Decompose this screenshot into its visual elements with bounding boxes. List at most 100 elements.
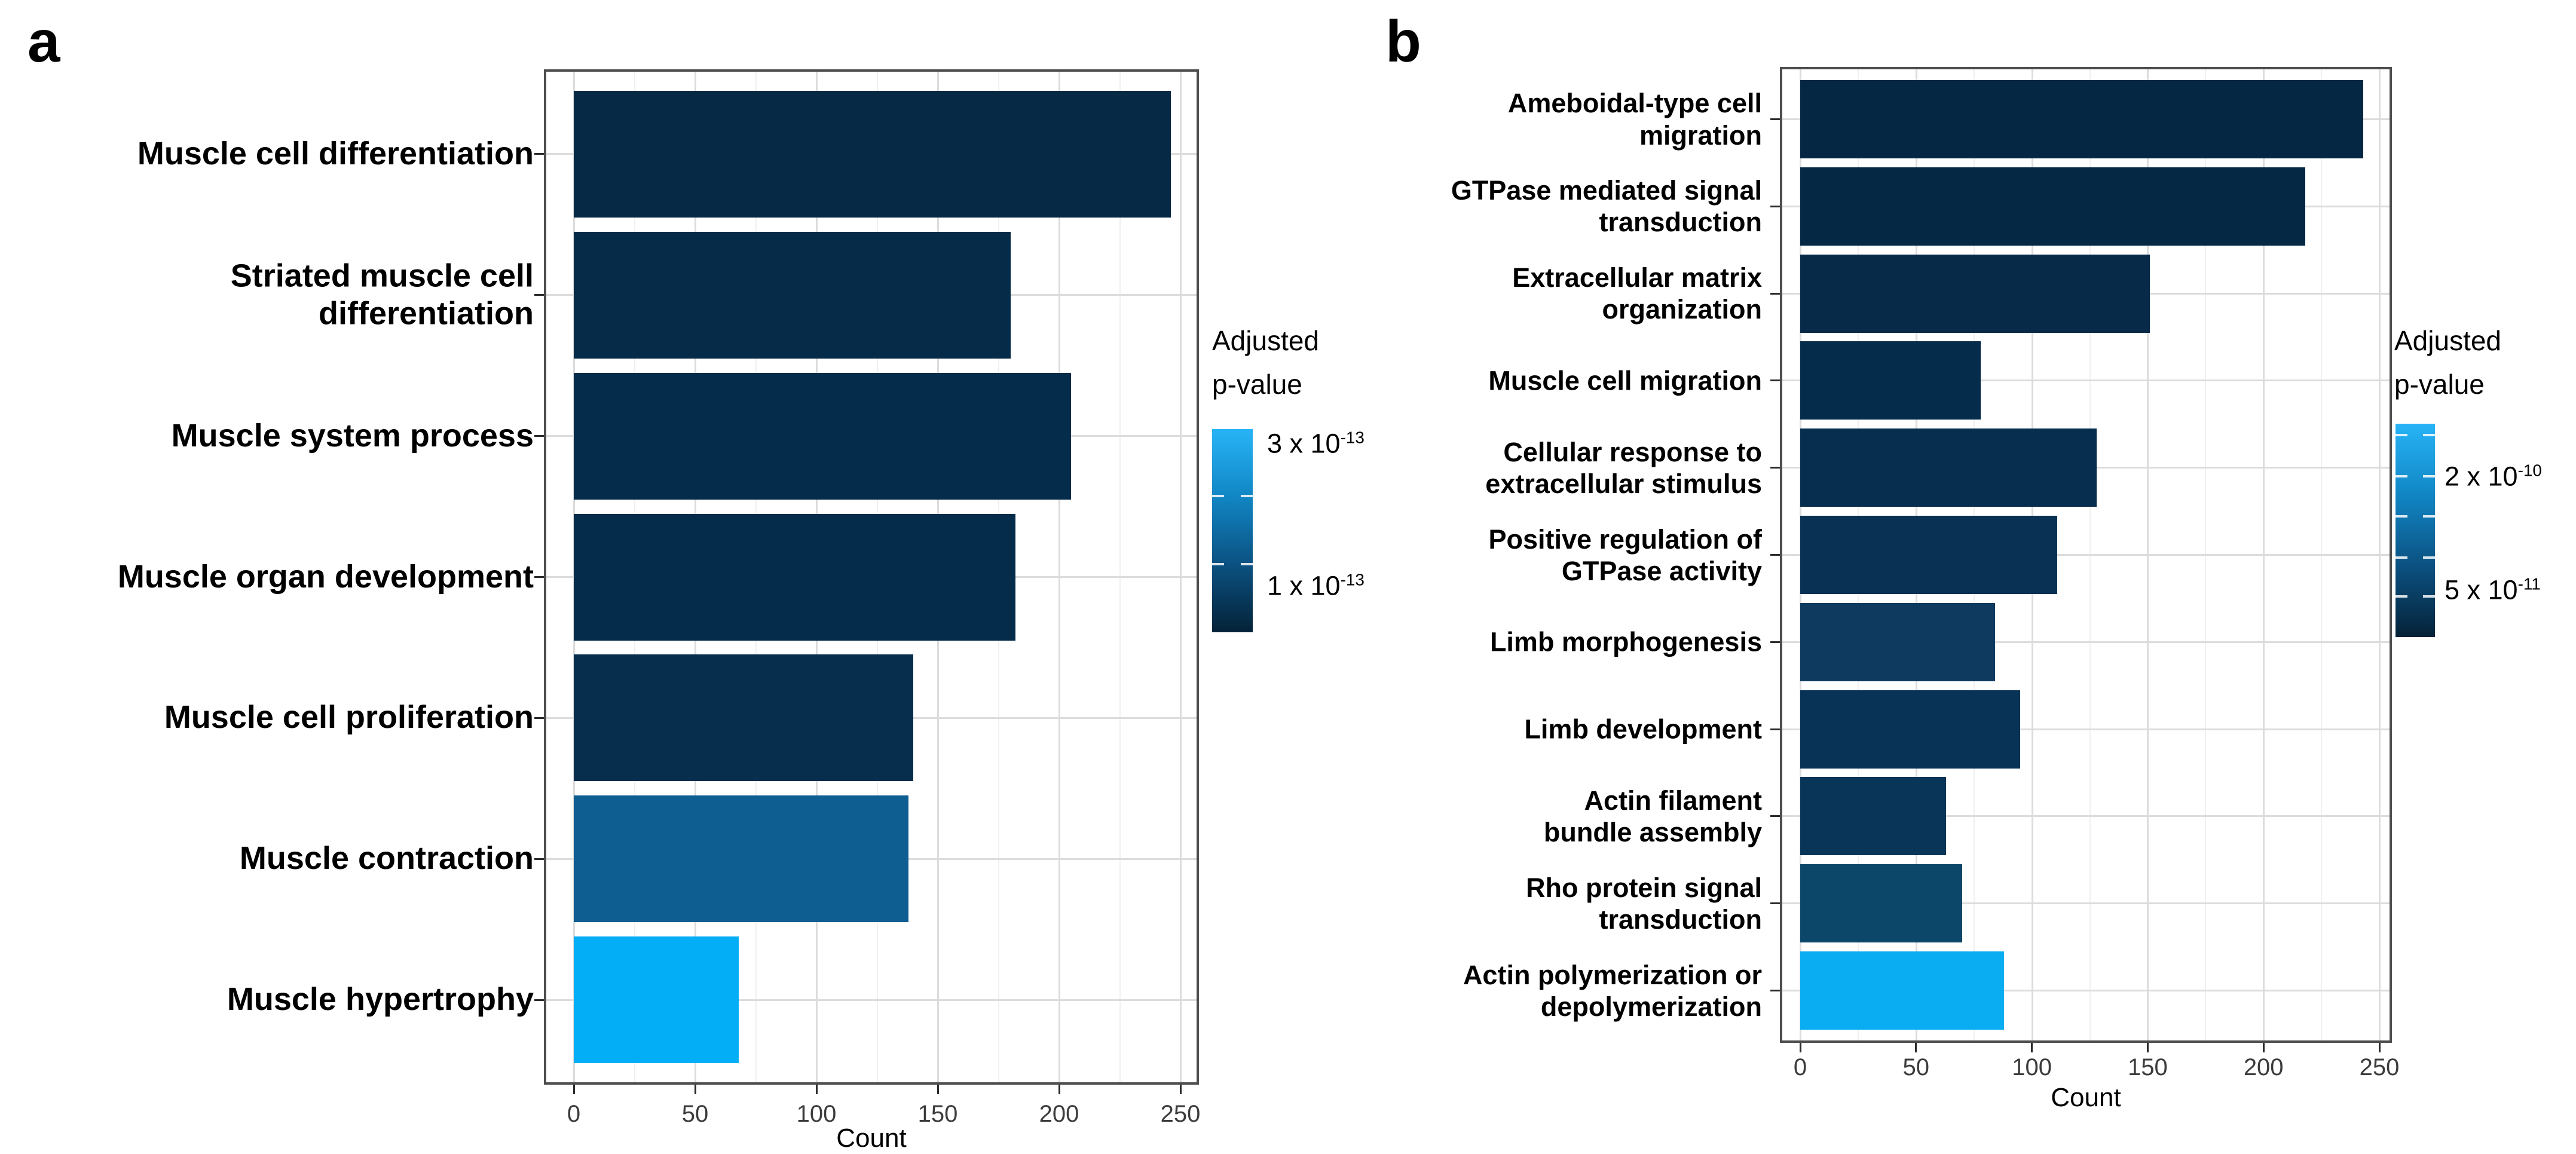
y-axis-label: Muscle system process	[171, 417, 534, 454]
legend-colorbar-tick	[2396, 433, 2407, 436]
y-axis-tick	[1770, 118, 1780, 120]
legend-colorbar-tick	[1241, 495, 1253, 498]
legend-title-line: p-value	[1212, 368, 1302, 400]
y-axis-label: Striated muscle cell differentiation	[230, 257, 534, 332]
legend-colorbar-tick	[1212, 495, 1224, 498]
legend-colorbar-tick	[2396, 556, 2407, 559]
x-axis-tick	[694, 1085, 696, 1094]
x-tick-label: 200	[2243, 1054, 2284, 1080]
y-axis-tick	[1770, 467, 1780, 469]
x-axis-tick	[1179, 1085, 1182, 1094]
y-axis-tick	[534, 294, 544, 296]
x-tick-label: 150	[917, 1101, 958, 1127]
x-tick-label: 50	[1902, 1054, 1930, 1080]
y-axis-tick	[1770, 815, 1780, 818]
x-axis-tick	[573, 1085, 575, 1094]
legend-title-line: Adjusted	[1212, 325, 1320, 356]
y-axis-label: GTPase mediated signal transduction	[1451, 175, 1762, 238]
x-tick-label: 200	[1039, 1101, 1079, 1127]
bar	[574, 90, 1171, 218]
legend-tick-exponent: -13	[1340, 570, 1365, 589]
x-axis-tick	[937, 1085, 939, 1094]
bar	[1800, 777, 1947, 856]
x-tick-label: 100	[796, 1101, 837, 1127]
y-axis-tick	[534, 435, 544, 437]
legend-tick-exponent: -10	[2517, 461, 2542, 480]
y-axis-tick	[1770, 641, 1780, 643]
bar	[1800, 602, 1995, 681]
y-axis-label: Muscle contraction	[239, 840, 534, 877]
bar	[1800, 951, 2005, 1030]
y-axis-label: Extracellular matrix organization	[1512, 262, 1762, 325]
legend-colorbar	[1212, 429, 1253, 632]
bar	[574, 654, 914, 782]
legend-tick-exponent: -11	[2517, 574, 2541, 593]
y-axis-label: Muscle cell migration	[1488, 365, 1762, 396]
y-axis-label: Actin filament bundle assembly	[1543, 785, 1762, 847]
legend-tick-exponent: -13	[1340, 428, 1365, 447]
bar	[574, 231, 1011, 359]
y-axis-tick	[1770, 292, 1780, 295]
gridline-major-horizontal	[1780, 554, 2392, 556]
x-axis-title-a: Count	[836, 1124, 907, 1153]
bar	[574, 372, 1072, 500]
x-tick-label: 0	[567, 1101, 581, 1127]
plot-panel-border	[544, 69, 1199, 1085]
legend-colorbar-tick	[2396, 515, 2407, 518]
legend-title-b: Adjusted p-value	[2394, 319, 2501, 406]
x-axis-tick	[1915, 1043, 1917, 1052]
bar	[574, 513, 1015, 641]
legend-title-line: p-value	[2394, 368, 2485, 400]
y-axis-label: Limb development	[1524, 714, 1762, 745]
y-axis-tick	[1770, 205, 1780, 207]
y-axis-label: Positive regulation of GTPase activity	[1488, 524, 1762, 586]
bar	[574, 936, 739, 1064]
legend-colorbar-tick	[2423, 475, 2435, 477]
x-tick-label: 250	[2359, 1054, 2400, 1080]
legend-tick-label: 5 x 10-11	[2445, 574, 2541, 605]
y-axis-label: Rho protein signal transduction	[1525, 872, 1762, 935]
y-axis-tick	[534, 858, 544, 860]
legend-tick-label: 2 x 10-10	[2445, 461, 2542, 492]
gridline-major-horizontal	[1780, 728, 2392, 730]
y-axis-label: Muscle cell proliferation	[164, 699, 534, 736]
x-tick-label: 50	[681, 1101, 709, 1127]
legend-tick-label: 1 x 10-13	[1267, 570, 1365, 601]
panel-a-letter: a	[27, 8, 60, 74]
y-axis-label: Muscle cell differentiation	[137, 135, 534, 172]
x-axis-title-b: Count	[2051, 1083, 2121, 1112]
bar	[1800, 690, 2021, 769]
x-axis-tick	[2146, 1043, 2149, 1052]
x-axis-tick	[2378, 1043, 2381, 1052]
gridline-major-horizontal	[1780, 379, 2392, 382]
legend-colorbar	[2396, 424, 2435, 637]
y-axis-tick	[534, 153, 544, 155]
x-tick-label: 0	[1793, 1054, 1807, 1080]
legend-colorbar-tick	[2423, 433, 2435, 436]
bar	[1800, 254, 2150, 333]
bar	[1800, 864, 1963, 943]
y-axis-tick	[1770, 554, 1780, 556]
y-axis-label: Limb morphogenesis	[1489, 626, 1762, 657]
gridline-major-horizontal	[1780, 815, 2392, 818]
y-axis-tick	[534, 999, 544, 1001]
bar	[574, 795, 909, 923]
y-axis-tick	[534, 717, 544, 719]
x-axis-tick	[2031, 1043, 2033, 1052]
legend-tick-label: 3 x 10-13	[1267, 428, 1365, 459]
gridline-major-horizontal	[1780, 902, 2392, 905]
legend-colorbar-tick	[2396, 475, 2407, 477]
y-axis-tick	[1770, 728, 1780, 730]
gridline-major-horizontal	[544, 999, 1199, 1001]
legend-title-line: Adjusted	[2394, 325, 2502, 356]
x-tick-label: 150	[2128, 1054, 2168, 1080]
x-axis-tick	[1058, 1085, 1060, 1094]
legend-colorbar-tick	[2423, 595, 2435, 598]
bar	[1800, 341, 1981, 420]
panel-b-letter: b	[1385, 8, 1421, 74]
legend-colorbar-tick	[2396, 595, 2407, 598]
legend-colorbar-tick	[2423, 556, 2435, 559]
x-axis-tick	[815, 1085, 818, 1094]
